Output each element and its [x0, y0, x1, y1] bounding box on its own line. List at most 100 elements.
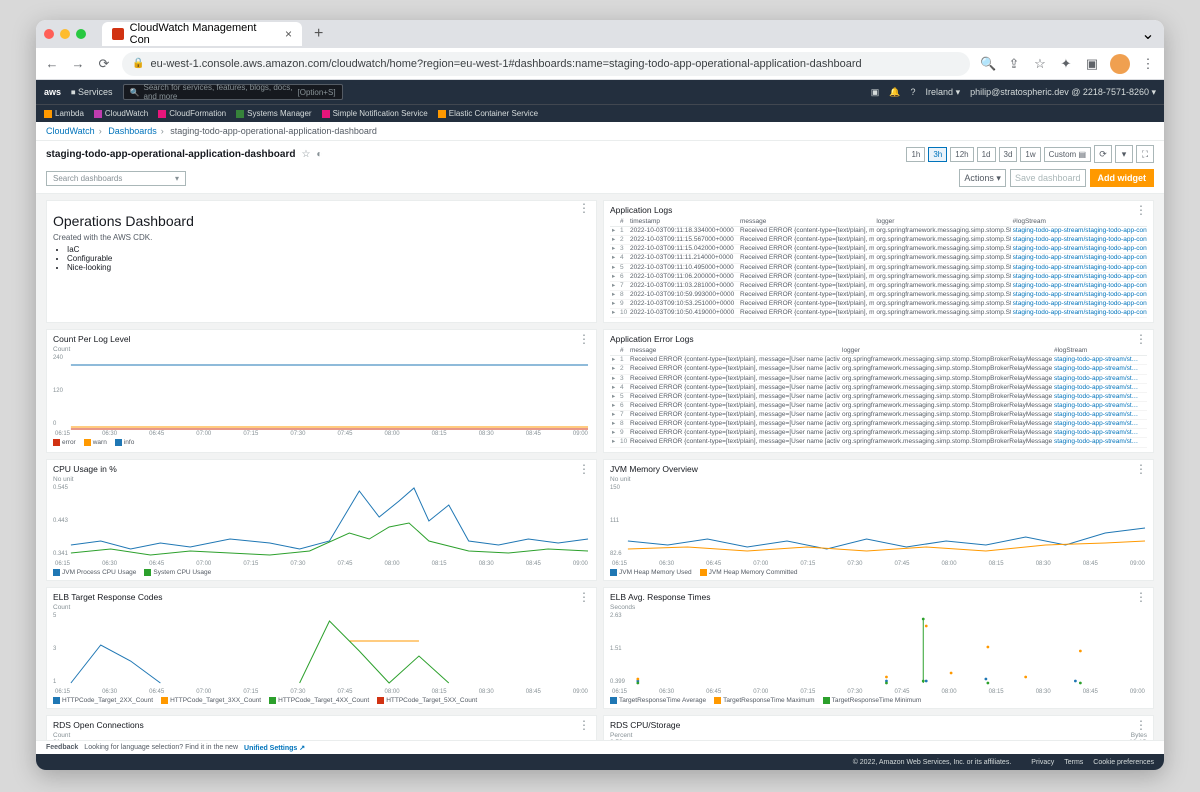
widget-menu-icon[interactable]: ⋮ — [578, 594, 590, 600]
legend-item[interactable]: TargetResponseTime Maximum — [714, 697, 815, 704]
legend-item[interactable]: JVM Heap Memory Committed — [700, 569, 798, 576]
table-row[interactable]: ▸62022-10-03T09:11:06.200000+0000Receive… — [610, 272, 1147, 281]
close-tab-icon[interactable]: × — [285, 27, 292, 41]
widget-menu-icon[interactable]: ⋮ — [1135, 594, 1147, 600]
table-row[interactable]: ▸1Received ERROR {content-type=[text/pla… — [610, 356, 1147, 365]
reload-button[interactable]: ⟳ — [96, 56, 112, 72]
time-range-12h[interactable]: 12h — [950, 147, 973, 162]
time-range-Custom[interactable]: Custom ▤ — [1044, 147, 1091, 162]
region-selector[interactable]: Ireland ▾ — [926, 87, 961, 98]
table-row[interactable]: ▸82022-10-03T09:10:59.993000+0000Receive… — [610, 290, 1147, 299]
time-range-3d[interactable]: 3d — [999, 147, 1018, 162]
breadcrumb-link[interactable]: Dashboards — [108, 126, 157, 136]
table-row[interactable]: ▸72022-10-03T09:11:03.281000+0000Receive… — [610, 281, 1147, 290]
add-widget-button[interactable]: Add widget — [1090, 169, 1155, 187]
back-button[interactable]: ← — [44, 56, 60, 71]
breadcrumb-link[interactable]: CloudWatch — [46, 126, 95, 136]
table-row[interactable]: ▸10Received ERROR {content-type=[text/pl… — [610, 438, 1147, 447]
legend-item[interactable]: JVM Heap Memory Used — [610, 569, 692, 576]
favorite-service-link[interactable]: CloudWatch — [94, 109, 148, 118]
table-row[interactable]: ▸6Received ERROR {content-type=[text/pla… — [610, 401, 1147, 410]
favorite-service-link[interactable]: Systems Manager — [236, 109, 311, 118]
forward-button[interactable]: → — [70, 56, 86, 71]
profile-avatar[interactable] — [1110, 54, 1130, 74]
unified-settings-link[interactable]: Unified Settings ↗ — [244, 744, 305, 752]
search-icon[interactable]: 🔍 — [980, 56, 996, 72]
footer-link[interactable]: Cookie preferences — [1093, 759, 1154, 766]
table-row[interactable]: ▸3Received ERROR {content-type=[text/pla… — [610, 374, 1147, 383]
widget-menu-icon[interactable]: ⋮ — [578, 722, 590, 728]
favorite-service-link[interactable]: Elastic Container Service — [438, 109, 538, 118]
widget-menu-icon[interactable]: ⋮ — [1135, 466, 1147, 472]
auto-refresh-toggle[interactable]: ▾ — [1115, 145, 1133, 163]
fullscreen-button[interactable]: ⛶ — [1136, 145, 1154, 163]
maximize-window-button[interactable] — [76, 29, 86, 39]
close-window-button[interactable] — [44, 29, 54, 39]
table-row[interactable]: ▸2Received ERROR {content-type=[text/pla… — [610, 365, 1147, 374]
menu-icon[interactable]: ⋮ — [1140, 56, 1156, 72]
time-range-1w[interactable]: 1w — [1020, 147, 1040, 162]
footer-link[interactable]: Terms — [1064, 759, 1083, 766]
legend-item[interactable]: info — [115, 439, 134, 446]
legend-item[interactable]: HTTPCode_Target_2XX_Count — [53, 697, 153, 704]
table-row[interactable]: ▸5Received ERROR {content-type=[text/pla… — [610, 392, 1147, 401]
table-row[interactable]: ▸4Received ERROR {content-type=[text/pla… — [610, 383, 1147, 392]
sidepanel-icon[interactable]: ▣ — [1084, 56, 1100, 72]
favorite-service-link[interactable]: CloudFormation — [158, 109, 226, 118]
aws-search-input[interactable]: 🔍 Search for services, features, blogs, … — [123, 84, 343, 100]
widget-menu-icon[interactable]: ⋮ — [578, 205, 590, 211]
minimize-window-button[interactable] — [60, 29, 70, 39]
refresh-button[interactable]: ⟳ — [1094, 145, 1112, 163]
browser-tab[interactable]: CloudWatch Management Con × — [102, 22, 302, 46]
table-row[interactable]: ▸7Received ERROR {content-type=[text/pla… — [610, 411, 1147, 420]
address-bar[interactable]: 🔒 eu-west-1.console.aws.amazon.com/cloud… — [122, 52, 970, 76]
table-row[interactable]: ▸22022-10-03T09:11:15.567000+0000Receive… — [610, 236, 1147, 245]
chevron-down-icon[interactable]: ⌄ — [1140, 24, 1156, 44]
new-tab-button[interactable]: + — [310, 25, 327, 43]
legend-item[interactable]: error — [53, 439, 76, 446]
time-range-1h[interactable]: 1h — [906, 147, 925, 162]
table-row[interactable]: ▸102022-10-03T09:10:50.419000+0000Receiv… — [610, 309, 1147, 318]
table-row[interactable]: ▸42022-10-03T09:11:11.214000+0000Receive… — [610, 254, 1147, 263]
time-range-3h[interactable]: 3h — [928, 147, 947, 162]
widget-menu-icon[interactable]: ⋮ — [578, 336, 590, 342]
time-range-1d[interactable]: 1d — [977, 147, 996, 162]
extensions-icon[interactable]: ✦ — [1058, 56, 1074, 72]
search-dashboards-input[interactable]: Search dashboards▾ — [46, 171, 186, 186]
account-menu[interactable]: philip@stratospheric.dev @ 2218-7571-826… — [970, 87, 1156, 98]
aws-logo[interactable]: aws — [44, 87, 61, 97]
legend-item[interactable]: HTTPCode_Target_5XX_Count — [377, 697, 477, 704]
legend-item[interactable]: HTTPCode_Target_3XX_Count — [161, 697, 261, 704]
bookmark-icon[interactable]: ☆ — [1032, 56, 1048, 72]
legend-item[interactable]: JVM Process CPU Usage — [53, 569, 136, 576]
widget-menu-icon[interactable]: ⋮ — [578, 466, 590, 472]
cloudshell-icon[interactable]: ▣ — [871, 87, 880, 98]
widget-menu-icon[interactable]: ⋮ — [1135, 722, 1147, 728]
widget-menu-icon[interactable]: ⋮ — [1135, 336, 1147, 342]
table-row[interactable]: ▸52022-10-03T09:11:10.495000+0000Receive… — [610, 263, 1147, 272]
footer-link[interactable]: Privacy — [1031, 759, 1054, 766]
table-row[interactable]: ▸9Received ERROR {content-type=[text/pla… — [610, 429, 1147, 438]
help-icon[interactable]: ? — [911, 87, 916, 97]
share-icon[interactable]: ⇪ — [1006, 56, 1022, 72]
notifications-icon[interactable]: 🔔 — [889, 87, 900, 98]
services-menu[interactable]: ⏹ Services — [71, 87, 113, 98]
legend-item[interactable]: TargetResponseTime Minimum — [823, 697, 922, 704]
favorite-service-link[interactable]: Simple Notification Service — [322, 109, 428, 118]
star-icon[interactable]: ☆ — [301, 149, 310, 160]
legend-item[interactable]: warn — [84, 439, 107, 446]
save-dashboard-button[interactable]: Save dashboard — [1010, 169, 1086, 187]
table-row[interactable]: ▸8Received ERROR {content-type=[text/pla… — [610, 420, 1147, 429]
table-row[interactable]: ▸12022-10-03T09:11:18.334000+0000Receive… — [610, 227, 1147, 236]
table-row[interactable]: ▸32022-10-03T09:11:15.042000+0000Receive… — [610, 245, 1147, 254]
svg-text:0.341: 0.341 — [53, 550, 69, 556]
widget-menu-icon[interactable]: ⋮ — [1135, 207, 1147, 213]
legend-item[interactable]: System CPU Usage — [144, 569, 211, 576]
table-row[interactable]: ▸92022-10-03T09:10:53.251000+0000Receive… — [610, 300, 1147, 309]
dark-mode-icon[interactable]: ◐ — [316, 149, 322, 160]
legend-item[interactable]: HTTPCode_Target_4XX_Count — [269, 697, 369, 704]
feedback-link[interactable]: Feedback — [46, 744, 78, 751]
actions-button[interactable]: Actions ▾ — [959, 169, 1006, 187]
favorite-service-link[interactable]: Lambda — [44, 109, 84, 118]
legend-item[interactable]: TargetResponseTime Average — [610, 697, 706, 704]
